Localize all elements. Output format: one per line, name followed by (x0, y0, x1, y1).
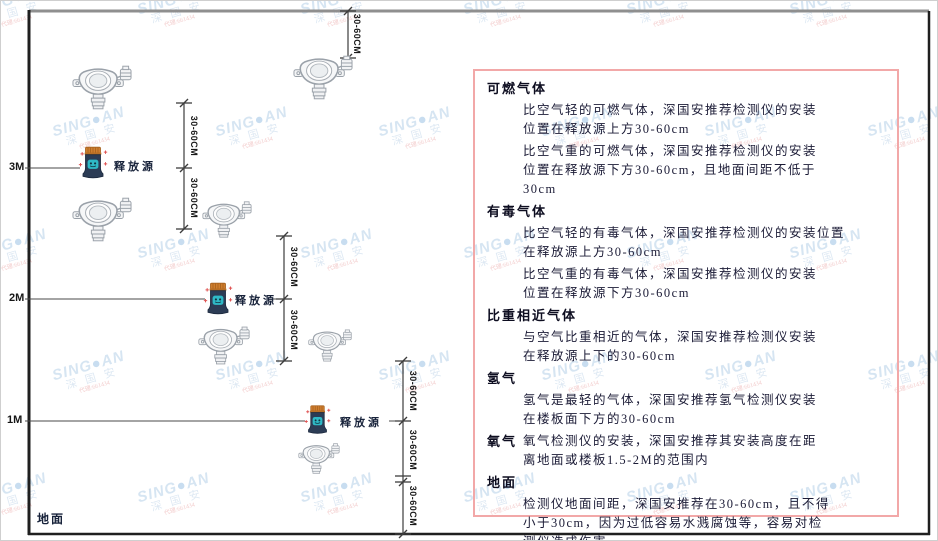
section-text-line: 离地面或楼板1.5-2M的范围内 (523, 453, 710, 467)
section-paragraph: 氧气检测仪的安装，深国安推荐其安装高度在距 离地面或楼板1.5-2M的范围内 (523, 432, 889, 470)
guide-section: 可燃气体比空气轻的可燃气体，深国安推荐检测仪的安装 位置在释放源上方30-60cm… (487, 79, 889, 199)
dimension-label: 30-60CM (408, 370, 418, 412)
dimension-label: 30-60CM (408, 429, 418, 471)
section-text-line: 在释放源上下的30-60cm (523, 349, 676, 363)
section-text-line: 检测仪地面间距，深国安推荐在30-60cm，且不得 (523, 497, 830, 511)
dimension-label: 30-60CM (289, 309, 299, 351)
dimension-ticks (176, 6, 411, 539)
section-text-line: 氢气是最轻的气体，深国安推荐氢气检测仪安装 (523, 393, 818, 407)
section-text-line: 测仪造成伤害 (523, 533, 889, 540)
section-text-line: 比空气轻的可燃气体，深国安推荐检测仪的安装 (523, 103, 818, 117)
guide-section: 比重相近气体与空气比重相近的气体，深国安推荐检测仪安装 在释放源上下的30-60c… (487, 306, 889, 366)
dimension-label: 30-60CM (189, 115, 199, 157)
release-source-icon (78, 146, 108, 179)
section-text-line: 与空气比重相近的气体，深国安推荐检测仪安装 (523, 330, 818, 344)
guide-section: 氢气 氢气是最轻的气体，深国安推荐氢气检测仪安装 在楼板面下方的30-60cm (487, 369, 889, 429)
section-text-line: 氧气检测仪的安装，深国安推荐其安装高度在距 (523, 434, 818, 448)
section-paragraph: 比空气轻的有毒气体，深国安推荐检测仪的安装位置 在释放源上方30-60cm (523, 224, 889, 262)
section-heading: 氢气 (487, 371, 518, 386)
section-heading: 有毒气体 (487, 204, 548, 219)
release-source-label: 释放源 (340, 417, 382, 429)
release-source-label: 释放源 (235, 295, 277, 307)
section-text-line: 位置在释放源下方30-60cm (523, 286, 690, 300)
section-text-line: 位置在释放源下方30-60cm，且地面间距不低于 (523, 163, 816, 177)
guide-section: 地面 检测仪地面间距，深国安推荐在30-60cm，且不得 小于30cm，因为过低容易… (487, 473, 889, 540)
dimension-label: 30-60CM (352, 13, 362, 55)
section-text-line: 在楼板面下方的30-60cm (523, 412, 676, 426)
release-source-label: 释放源 (114, 161, 156, 173)
guide-section: 有毒气体比空气轻的有毒气体，深国安推荐检测仪的安装位置 在释放源上方30-60cm… (487, 202, 889, 303)
gas-detector-icon (72, 197, 132, 242)
section-paragraph: 氢气是最轻的气体，深国安推荐氢气检测仪安装 在楼板面下方的30-60cm (523, 391, 889, 429)
section-paragraph: 比空气重的有毒气体，深国安推荐检测仪的安装 位置在释放源下方30-60cm (523, 265, 889, 303)
height-label-3m: 3M (9, 161, 25, 173)
gas-detector-icon (293, 55, 353, 100)
section-heading: 氧气 (487, 434, 518, 449)
ground-label: 地面 (37, 512, 66, 526)
installation-guide-panel: 可燃气体比空气轻的可燃气体，深国安推荐检测仪的安装 位置在释放源上方30-60cm… (473, 69, 899, 540)
section-text-line: 比空气重的有毒气体，深国安推荐检测仪的安装 (523, 267, 818, 281)
height-label-2m: 2M (9, 292, 25, 304)
section-paragraph: 比空气重的可燃气体，深国安推荐检测仪的安装 位置在释放源下方30-60cm，且地面… (523, 142, 889, 199)
height-label-1m: 1M (7, 414, 23, 426)
section-text-line: 30cm (523, 182, 557, 196)
section-paragraph: 检测仪地面间距，深国安推荐在30-60cm，且不得 小于30cm，因为过低容易水溅… (523, 495, 889, 540)
section-paragraph: 与空气比重相近的气体，深国安推荐检测仪安装 在释放源上下的30-60cm (523, 328, 889, 366)
section-heading: 可燃气体 (487, 81, 548, 96)
release-source-icon (304, 405, 331, 434)
release-source-icon (203, 282, 233, 315)
section-text-line: 小于30cm，因为过低容易水溅腐蚀等，容易对检 (523, 516, 823, 530)
dimension-label: 30-60CM (289, 246, 299, 288)
gas-detector-icon (308, 329, 352, 362)
dimension-label: 30-60CM (408, 485, 418, 527)
gas-detector-icon (198, 326, 250, 365)
section-heading: 地面 (487, 475, 518, 490)
gas-detector-icon (72, 65, 132, 110)
dimension-label: 30-60CM (189, 177, 199, 219)
section-text-line: 比空气重的可燃气体，深国安推荐检测仪的安装 (523, 144, 818, 158)
section-text-line: 比空气轻的有毒气体，深国安推荐检测仪的安装位置 (523, 226, 846, 240)
guide-section: 氧气 氧气检测仪的安装，深国安推荐其安装高度在距 离地面或楼板1.5-2M的范围内 (487, 432, 889, 470)
gas-detector-icon (202, 201, 252, 238)
gas-detector-icon (298, 443, 340, 474)
section-paragraph: 比空气轻的可燃气体，深国安推荐检测仪的安装 位置在释放源上方30-60cm (523, 101, 889, 139)
section-heading: 比重相近气体 (487, 308, 578, 323)
section-text-line: 位置在释放源上方30-60cm (523, 122, 690, 136)
section-text-line: 在释放源上方30-60cm (523, 245, 662, 259)
